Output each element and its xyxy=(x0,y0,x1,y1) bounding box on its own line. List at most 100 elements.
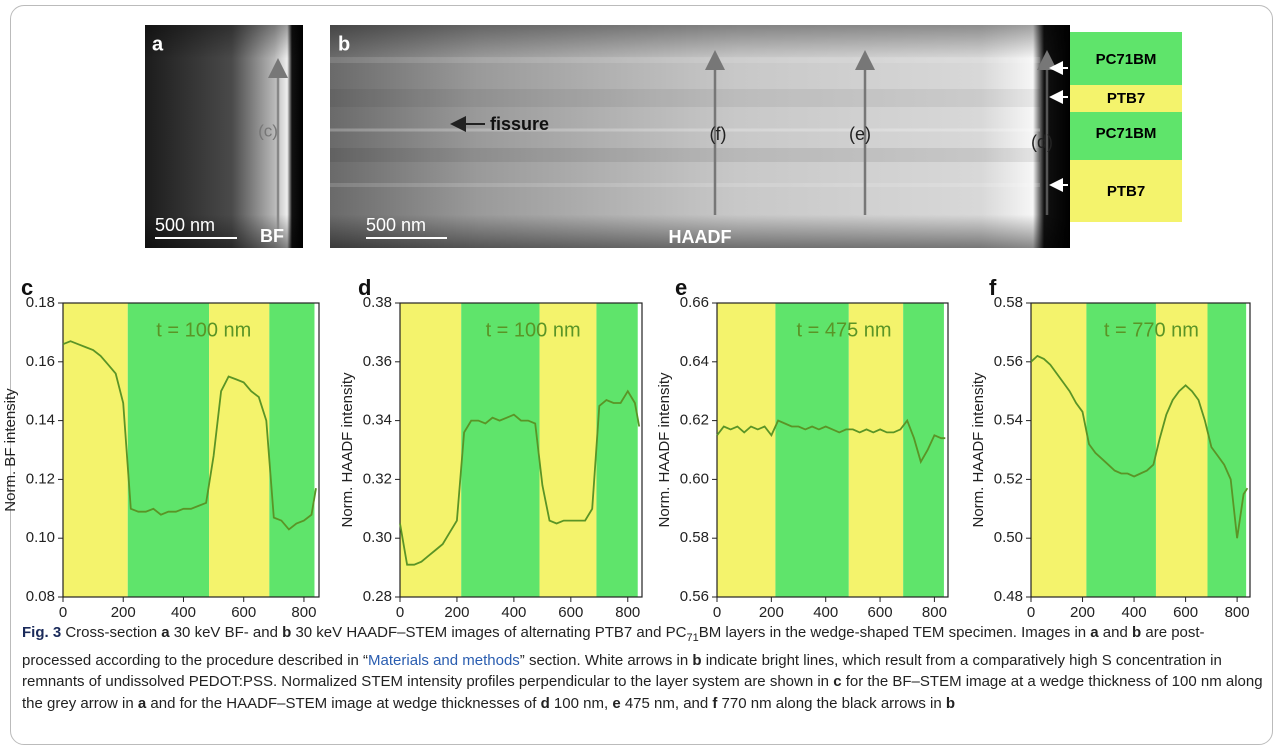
layer-region xyxy=(903,303,944,597)
y-tick-label: 0.50 xyxy=(994,529,1023,546)
caption-ref: a xyxy=(1090,624,1099,641)
caption-text: and xyxy=(1098,624,1133,641)
x-tick-label: 0 xyxy=(59,604,67,621)
x-axis-label: Distance (nm) xyxy=(1094,621,1187,622)
thickness-annotation: t = 100 nm xyxy=(156,319,251,341)
y-tick-label: 0.28 xyxy=(363,588,392,605)
y-tick-label: 0.30 xyxy=(363,529,392,546)
layer-label: PTB7 xyxy=(1107,183,1145,200)
scale-bar-label: 500 nm xyxy=(366,215,426,235)
mode-label: HAADF xyxy=(669,227,732,247)
y-tick-label: 0.38 xyxy=(363,294,392,311)
plot-frame xyxy=(62,302,320,598)
layer-label: PTB7 xyxy=(1107,90,1145,107)
x-tick-label: 200 xyxy=(111,604,136,621)
x-tick-label: 400 xyxy=(171,604,196,621)
layer-label: PC71BM xyxy=(1096,51,1157,68)
fissure-label: fissure xyxy=(490,114,549,134)
x-tick-label: 600 xyxy=(1173,604,1198,621)
caption-text: are post-processed according to the proc… xyxy=(22,624,1205,669)
x-axis-label: Distance (nm) xyxy=(786,621,879,622)
page: {"images": { "a": {"label": "a", "scale_… xyxy=(1,5,1273,745)
layer-region xyxy=(717,303,776,597)
plot-frame xyxy=(399,302,643,598)
caption-ref: a xyxy=(161,624,170,641)
x-axis-label: Distance (nm) xyxy=(144,621,237,622)
layer-label: PC71BM xyxy=(1096,125,1157,142)
figure: a (c) 500 nm BF b fissure (f) (e) (d) 50… xyxy=(2,25,1251,622)
layer-band xyxy=(1070,160,1182,222)
x-tick-label: 600 xyxy=(558,604,583,621)
y-tick-label: 0.48 xyxy=(994,588,1023,605)
profile-line xyxy=(716,418,946,465)
x-tick-label: 800 xyxy=(1225,604,1250,621)
y-tick-label: 0.16 xyxy=(26,353,55,370)
caption-link[interactable]: Materials and methods xyxy=(368,651,520,669)
thickness-annotation: t = 475 nm xyxy=(797,319,892,341)
y-tick-label: 0.58 xyxy=(994,294,1023,311)
y-tick-label: 0.62 xyxy=(680,412,709,429)
y-tick-label: 0.14 xyxy=(26,412,55,429)
layer-region xyxy=(1031,303,1087,597)
caption-ref: a xyxy=(137,694,147,712)
panel-label: b xyxy=(338,33,350,55)
x-tick-label: 400 xyxy=(501,604,526,621)
x-tick-label: 200 xyxy=(1070,604,1095,621)
y-tick-label: 0.54 xyxy=(994,412,1023,429)
x-tick-label: 800 xyxy=(291,604,316,621)
y-tick-label: 0.34 xyxy=(363,412,392,429)
layer-region xyxy=(1155,303,1208,597)
y-tick-label: 0.12 xyxy=(26,470,55,487)
caption-text: BM layers in the wedge-shaped TEM specim… xyxy=(698,624,1091,641)
y-tick-label: 0.60 xyxy=(680,470,709,487)
x-tick-label: 0 xyxy=(396,604,404,621)
caption-sub: 71 xyxy=(686,632,699,644)
caption-text: indicate bright lines, which result from… xyxy=(22,651,1222,691)
x-tick-label: 800 xyxy=(615,604,640,621)
caption-ref: f xyxy=(712,694,718,712)
profile-line xyxy=(62,340,317,531)
thickness-annotation: t = 770 nm xyxy=(1104,319,1199,341)
layer-region xyxy=(63,303,128,597)
layer-region xyxy=(596,303,638,597)
arrow-label: (d) xyxy=(1031,132,1053,152)
y-tick-label: 0.18 xyxy=(26,294,55,311)
x-tick-label: 600 xyxy=(231,604,256,621)
x-tick-label: 0 xyxy=(713,604,721,621)
arrow-label: (e) xyxy=(849,124,871,144)
caption-text: and for the HAADF–STEM image at wedge th… xyxy=(146,694,541,712)
layer-region xyxy=(539,303,597,597)
layer-region xyxy=(127,303,210,597)
x-tick-label: 600 xyxy=(868,604,893,621)
scale-bar-label: 500 nm xyxy=(155,215,215,235)
x-tick-label: 800 xyxy=(922,604,947,621)
caption-text: ” section. White arrows in xyxy=(519,651,693,669)
caption-ref: c xyxy=(833,673,842,690)
panel-label: f xyxy=(989,275,997,300)
y-tick-label: 0.58 xyxy=(680,529,709,546)
y-tick-label: 0.36 xyxy=(363,353,392,370)
y-tick-label: 0.32 xyxy=(363,470,392,487)
layer-band xyxy=(1070,32,1182,85)
y-tick-label: 0.64 xyxy=(680,353,709,370)
panel-label: e xyxy=(675,275,687,300)
caption-text: 100 nm, xyxy=(549,694,613,712)
arrow-label: (c) xyxy=(258,121,278,140)
caption: Fig. 3 Cross-section a 30 keV BF- and b … xyxy=(22,622,1267,714)
caption-ref: b xyxy=(1132,624,1142,641)
layer-region xyxy=(775,303,849,597)
y-tick-label: 0.08 xyxy=(26,588,55,605)
caption-text: 30 keV BF- and xyxy=(169,624,283,641)
panel-label: c xyxy=(21,275,33,300)
caption-text: 30 keV HAADF–STEM images of alternating … xyxy=(291,624,687,641)
layer-region xyxy=(269,303,315,597)
plot-frame xyxy=(716,302,949,598)
caption-text: 475 nm, and xyxy=(620,694,713,712)
caption-text: for the BF–STEM image at a wedge thickne… xyxy=(22,673,1263,712)
caption-ref: b xyxy=(945,694,956,712)
profile-line xyxy=(1030,354,1249,539)
layer-band xyxy=(1070,85,1182,112)
y-tick-label: 0.56 xyxy=(680,588,709,605)
image-shade xyxy=(330,25,1070,248)
layer-region xyxy=(1086,303,1156,597)
